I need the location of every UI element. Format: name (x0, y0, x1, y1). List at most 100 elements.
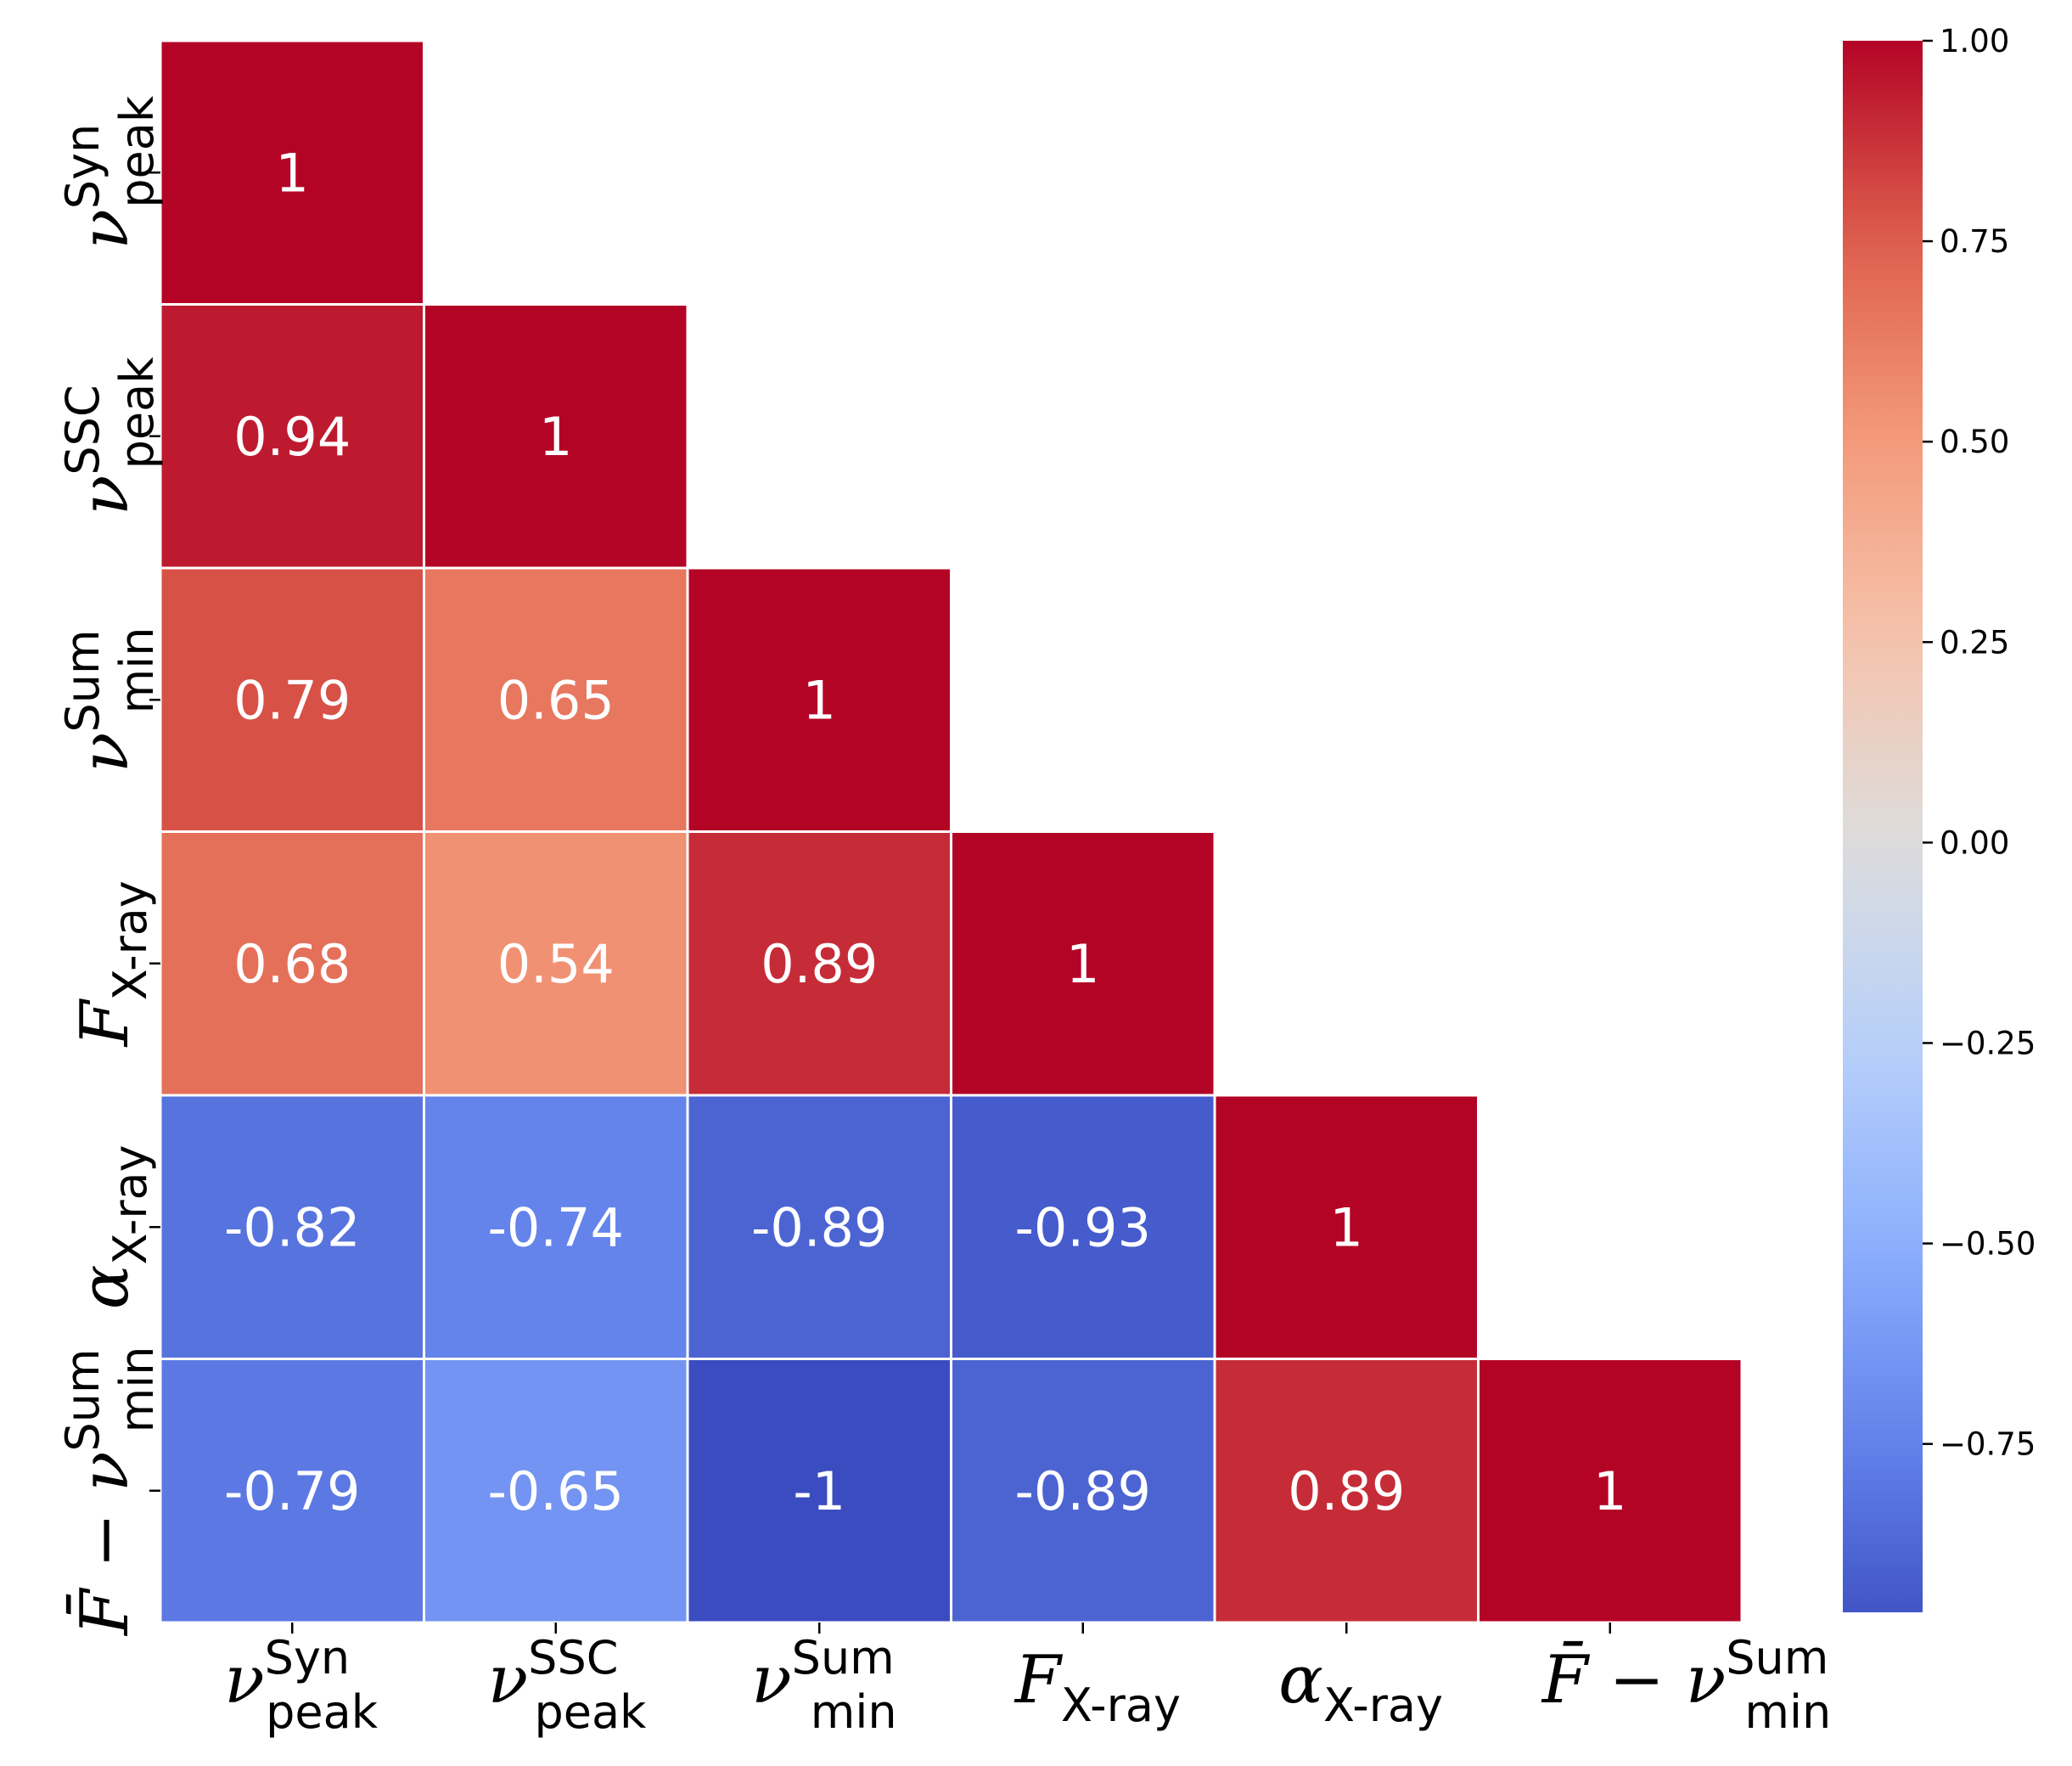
cell-value-label: 0.89 (1288, 1460, 1405, 1522)
svg-text:νSummin: νSummin (751, 1631, 896, 1739)
heatmap-cell (423, 566, 689, 833)
svg-text:νSynpeak: νSynpeak (224, 1631, 378, 1739)
heatmap-cell (423, 1094, 689, 1360)
label-sub: X-ray (104, 880, 157, 1000)
cell-value-label: 0.54 (497, 933, 615, 995)
label-sub: min (1744, 1685, 1831, 1739)
cell-value-label: 0.68 (233, 933, 351, 995)
y-tick-label: αX-ray (67, 1145, 157, 1309)
cell-value-label: -0.93 (1015, 1196, 1151, 1258)
cell-value-label: -0.74 (488, 1196, 624, 1258)
heatmap-cell (1213, 1358, 1480, 1624)
y-tick-label: νSummin (56, 627, 164, 773)
heatmap-cell (423, 1358, 689, 1624)
colorbar-tick-label: 1.00 (1940, 23, 2009, 59)
y-tick-label: νSynpeak (56, 95, 164, 249)
x-tick-label: FX-ray (1014, 1642, 1181, 1732)
heatmap-cells: 1 0.94 1 0.79 0.65 1 0.68 0.54 0.89 1 -0.82 -0.74 -0… (159, 39, 1744, 1624)
label-sup: Sum (792, 1631, 895, 1684)
svg-text:νSummin: νSummin (56, 627, 164, 773)
label-sup: Sum (56, 629, 109, 732)
colorbar-tick-label: 0.25 (1940, 624, 2009, 661)
cell-value-label: 1 (1066, 933, 1099, 995)
cell-value-label: 0.65 (497, 669, 615, 731)
cell-value-label: 1 (276, 142, 309, 204)
x-tick-label: αX-ray (1278, 1642, 1443, 1732)
cell-value-label: 1 (539, 406, 572, 468)
label-sub: X-ray (104, 1145, 157, 1264)
label-main: ν (67, 733, 143, 773)
colorbar-tick-label: −0.75 (1940, 1426, 2036, 1463)
x-tick-label: νSSC peak (488, 1631, 647, 1739)
svg-text:αX-ray: αX-ray (67, 1145, 157, 1309)
label-sup: Sum (56, 1348, 109, 1451)
label-main: ν (67, 209, 143, 249)
x-tick-label: νSum min (751, 1631, 896, 1739)
heatmap-cell (159, 39, 425, 306)
label-sub: min (811, 1685, 897, 1739)
label-sup: SSC (56, 385, 109, 475)
label-sub: X-ray (1323, 1679, 1443, 1732)
x-tick-label: νSyn peak (224, 1631, 378, 1739)
cell-value-label: -0.82 (224, 1196, 360, 1258)
label-sub: min (110, 1347, 164, 1433)
label-main: ν (224, 1642, 264, 1718)
heatmap-cell (423, 303, 689, 570)
colorbar-gradient (1843, 41, 1923, 1612)
cell-value-label: -1 (793, 1460, 845, 1522)
cell-value-label: 0.89 (761, 933, 878, 995)
label-sup: Syn (265, 1631, 350, 1684)
label-sub: peak (266, 1685, 379, 1739)
label-main: F (67, 998, 143, 1048)
y-tick-label: F̄ − νSummin (56, 1347, 164, 1637)
x-tick-label: F̄ − νSum min (1541, 1631, 1831, 1739)
label-main: ν (67, 475, 143, 515)
svg-text:FX-ray: FX-ray (1014, 1642, 1181, 1732)
label-main: ν (751, 1642, 791, 1718)
cell-value-label: -0.65 (488, 1460, 624, 1522)
colorbar-tick-label: −0.50 (1940, 1226, 2036, 1263)
label-main: F̄ − ν (1541, 1640, 1726, 1718)
label-main: α (67, 1264, 143, 1309)
svg-text:νSSCpeak: νSSCpeak (488, 1631, 647, 1739)
svg-text:αX-ray: αX-ray (1278, 1642, 1443, 1732)
label-sub: min (110, 627, 164, 714)
colorbar-tick-label: −0.25 (1940, 1025, 2036, 1061)
x-axis: νSyn peak νSSC peak νSum min FX-ray αX-ray F̄ − … (224, 1623, 1831, 1739)
cell-value-label: 1 (803, 669, 836, 731)
label-sup: SSC (528, 1631, 618, 1684)
label-sup: Syn (56, 124, 109, 209)
label-sup: Sum (1726, 1631, 1828, 1684)
heatmap-cell (686, 566, 952, 833)
cell-value-label: 1 (1330, 1196, 1363, 1258)
heatmap-cell (950, 1094, 1216, 1360)
heatmap-cell (159, 566, 425, 833)
y-tick-label: νSSCpeak (56, 357, 164, 515)
svg-text:F̄ − νSummin: F̄ − νSummin (1541, 1631, 1831, 1739)
heatmap-cell (686, 1358, 952, 1624)
svg-text:FX-ray: FX-ray (67, 880, 157, 1048)
heatmap-cell (1477, 1358, 1744, 1624)
svg-text:νSSCpeak: νSSCpeak (56, 357, 164, 515)
cell-value-label: 1 (1593, 1460, 1626, 1522)
svg-text:F̄ − νSummin: F̄ − νSummin (56, 1347, 164, 1637)
heatmap-cell (159, 303, 425, 570)
label-sub: peak (110, 357, 164, 470)
label-main: ν (488, 1642, 528, 1718)
label-main: F (1014, 1642, 1064, 1718)
colorbar-tick-label: 0.75 (1940, 223, 2009, 260)
cell-value-label: 0.79 (233, 669, 351, 731)
heatmap-cell (950, 830, 1216, 1097)
heatmap-cell (950, 1358, 1216, 1624)
heatmap-cell (686, 1094, 952, 1360)
cell-value-label: 0.94 (233, 406, 351, 468)
label-sub: peak (534, 1685, 647, 1739)
cell-value-label: -0.79 (224, 1460, 360, 1522)
label-main: F̄ − ν (65, 1451, 143, 1636)
heatmap-cell (423, 830, 689, 1097)
svg-text:νSynpeak: νSynpeak (56, 95, 164, 249)
colorbar-tick-label: 0.00 (1940, 824, 2009, 861)
label-sub: peak (110, 95, 164, 208)
